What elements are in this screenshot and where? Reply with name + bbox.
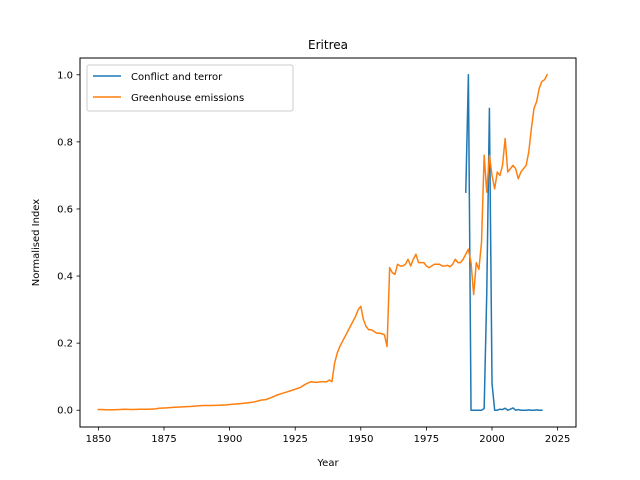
series-line-0 (465, 74, 543, 411)
x-tick-label: 1900 (217, 434, 242, 445)
x-axis-ticks: 1850 1875 1900 1925 1950 1975 2000 2025 (86, 427, 570, 445)
y-tick-label: 0.2 (57, 339, 73, 350)
legend: Conflict and terror Greenhouse emissions (86, 64, 294, 112)
x-tick-label: 1875 (151, 434, 176, 445)
plot-frame (79, 57, 577, 428)
y-tick-label: 0.8 (57, 137, 73, 148)
legend-label-conflict: Conflict and terror (131, 72, 223, 83)
x-tick-label: 2025 (545, 434, 570, 445)
x-axis-label: Year (316, 458, 339, 469)
x-tick-label: 2000 (479, 434, 504, 445)
chart-title: Eritrea (308, 38, 348, 52)
x-tick-label: 1975 (414, 434, 439, 445)
series-line-1 (97, 73, 549, 411)
legend-box (86, 64, 294, 112)
y-tick-label: 1.0 (57, 70, 73, 81)
y-axis-ticks: 0.0 0.2 0.4 0.6 0.8 1.0 (57, 70, 80, 417)
series-layer (97, 73, 549, 411)
x-tick-label: 1950 (348, 434, 373, 445)
x-tick-label: 1850 (86, 434, 111, 445)
legend-label-greenhouse: Greenhouse emissions (131, 93, 244, 104)
x-tick-label: 1925 (282, 434, 307, 445)
y-tick-label: 0.0 (57, 406, 73, 417)
y-tick-label: 0.4 (57, 272, 73, 283)
y-axis-label: Normalised Index (31, 199, 42, 286)
y-tick-label: 0.6 (57, 204, 73, 215)
